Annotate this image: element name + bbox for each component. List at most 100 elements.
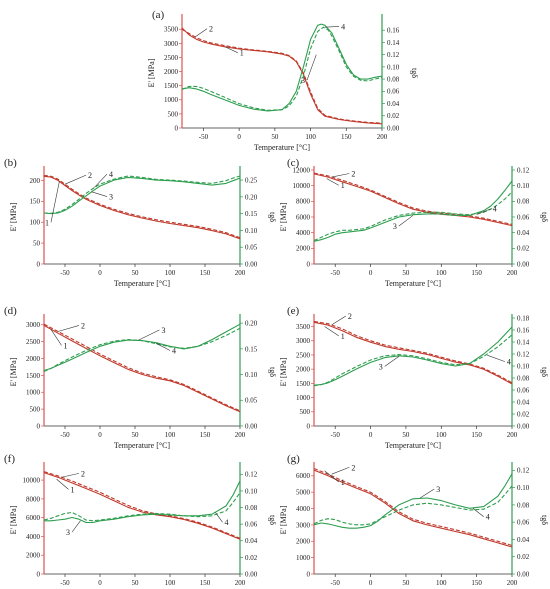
y2-tick-label: 0.25 (245, 176, 258, 184)
series-line-4 (313, 334, 513, 387)
curve-number-label: 3 (109, 193, 113, 202)
y-tick-label: 2000 (296, 245, 311, 253)
x-tick-label: -50 (60, 579, 70, 587)
x-tick-label: 50 (271, 133, 279, 141)
x-tick-label: -50 (331, 431, 341, 439)
panel-label: (f) (4, 453, 15, 465)
y-tick-label: 200 (30, 177, 41, 185)
y2-tick-label: 0.16 (387, 27, 400, 35)
y-tick-label: 2000 (296, 538, 311, 546)
curve-number-label: 3 (379, 362, 383, 371)
y-axis-title: E' [MPa] (147, 58, 156, 87)
y2-tick-label: 0.10 (245, 227, 258, 235)
y2-tick-label: 0.06 (517, 519, 530, 527)
chart-panel: (d)-50 0 50 100 150 2000500100015002000250030… (4, 305, 277, 450)
series-line-2 (43, 174, 241, 239)
y-axis-title: E' [MPa] (279, 505, 288, 534)
y2-tick-label: 0.06 (517, 213, 530, 221)
x-tick-label: 50 (132, 579, 140, 587)
curve-number-label: 2 (81, 321, 85, 330)
y2-tick-label: 0.02 (517, 410, 530, 418)
series-line-1 (313, 321, 513, 385)
y2-tick-label: 0.02 (517, 245, 530, 253)
x-tick-label: 150 (471, 431, 482, 439)
series-line-1 (313, 173, 513, 227)
curve-number-label: 4 (172, 346, 176, 355)
y-tick-label: 3500 (164, 26, 179, 34)
y2-tick-label: 0.02 (387, 112, 400, 120)
series-line-4 (313, 485, 513, 526)
y-tick-label: 8000 (296, 198, 311, 206)
x-tick-label: 100 (305, 133, 316, 141)
curve-number-label: 4 (225, 518, 229, 527)
y-tick-label: 2000 (26, 552, 41, 560)
y-axis-title: E' [MPa] (279, 202, 288, 231)
annotation-leader (398, 215, 414, 227)
y-tick-label: 4000 (296, 229, 311, 237)
y2-tick-label: 0.08 (517, 198, 530, 206)
y-tick-label: 3000 (296, 521, 311, 529)
chart-panel: (e)-50 0 50 100 150 2000500100015002000250030… (279, 305, 549, 450)
x-tick-label: 50 (402, 579, 410, 587)
y-tick-label: 3500 (296, 323, 311, 331)
y2-tick-label: 0.16 (517, 326, 530, 334)
y-tick-label: 1000 (26, 389, 41, 397)
y2-axis-title: tgδ (540, 212, 549, 222)
series-line-4 (43, 327, 241, 373)
y2-tick-label: 0.10 (245, 487, 258, 495)
x-tick-label: 50 (132, 269, 140, 277)
y2-tick-label: 0.08 (245, 504, 258, 512)
curve-number-label: 3 (66, 528, 70, 537)
y2-axis-title: tgδ (540, 367, 549, 377)
x-tick-label: 100 (165, 431, 176, 439)
annotation-leader (56, 478, 69, 490)
chart-panel: (b)-50 0 50 100 150 2000501001502000.000.050.… (4, 157, 277, 288)
y-tick-label: 500 (30, 406, 41, 414)
x-tick-label: 150 (471, 579, 482, 587)
y-tick-label: 1500 (164, 82, 179, 90)
y-tick-label: 50 (33, 240, 41, 248)
annotation-leader (50, 329, 62, 346)
y-tick-label: 2500 (296, 351, 311, 359)
y2-tick-label: 0.06 (387, 88, 400, 96)
annotation-leader (91, 191, 108, 197)
x-tick-label: 0 (98, 431, 102, 439)
y-tick-label: 4000 (296, 505, 311, 513)
x-tick-label: -50 (199, 133, 209, 141)
y-tick-label: 2500 (26, 338, 41, 346)
curve-number-label: 4 (507, 358, 511, 367)
series-line-2 (313, 320, 513, 384)
y2-tick-label: 0.12 (517, 467, 530, 475)
curve-number-label: 2 (351, 463, 355, 472)
x-tick-label: -50 (331, 579, 341, 587)
y-tick-label: 0 (37, 260, 41, 268)
y-tick-label: 1000 (296, 394, 311, 402)
annotation-leader (61, 473, 80, 478)
y2-tick-label: 0.04 (517, 229, 530, 237)
x-axis-title: Temperature [°C] (385, 279, 442, 288)
y-tick-label: 5000 (296, 489, 311, 497)
y-tick-label: 1000 (164, 96, 179, 104)
x-tick-label: 0 (369, 431, 373, 439)
curve-number-label: 3 (436, 485, 440, 494)
y2-tick-label: 0.06 (245, 521, 258, 529)
annotation-leader (57, 325, 80, 332)
x-tick-label: 200 (235, 579, 246, 587)
y-tick-label: 100 (30, 219, 41, 227)
series-line-2 (181, 28, 383, 124)
y-tick-label: 1500 (296, 380, 311, 388)
curve-number-label: 1 (341, 332, 345, 341)
x-axis-title: Temperature [°C] (114, 441, 171, 450)
y-tick-label: 6000 (26, 514, 41, 522)
y2-tick-label: 0.06 (517, 386, 530, 394)
y-tick-label: 500 (168, 110, 179, 118)
y2-axis-title: tgδ (410, 68, 419, 78)
curve-number-label: 3 (162, 326, 166, 335)
y-axis-title: E' [MPa] (9, 202, 18, 231)
curve-number-label: 1 (240, 49, 244, 58)
annotation-leader (331, 466, 350, 475)
x-axis-title: Temperature [°C] (385, 441, 442, 450)
series-line-3 (313, 473, 513, 529)
x-tick-label: 150 (200, 431, 211, 439)
y2-tick-label: 0.12 (387, 51, 400, 59)
